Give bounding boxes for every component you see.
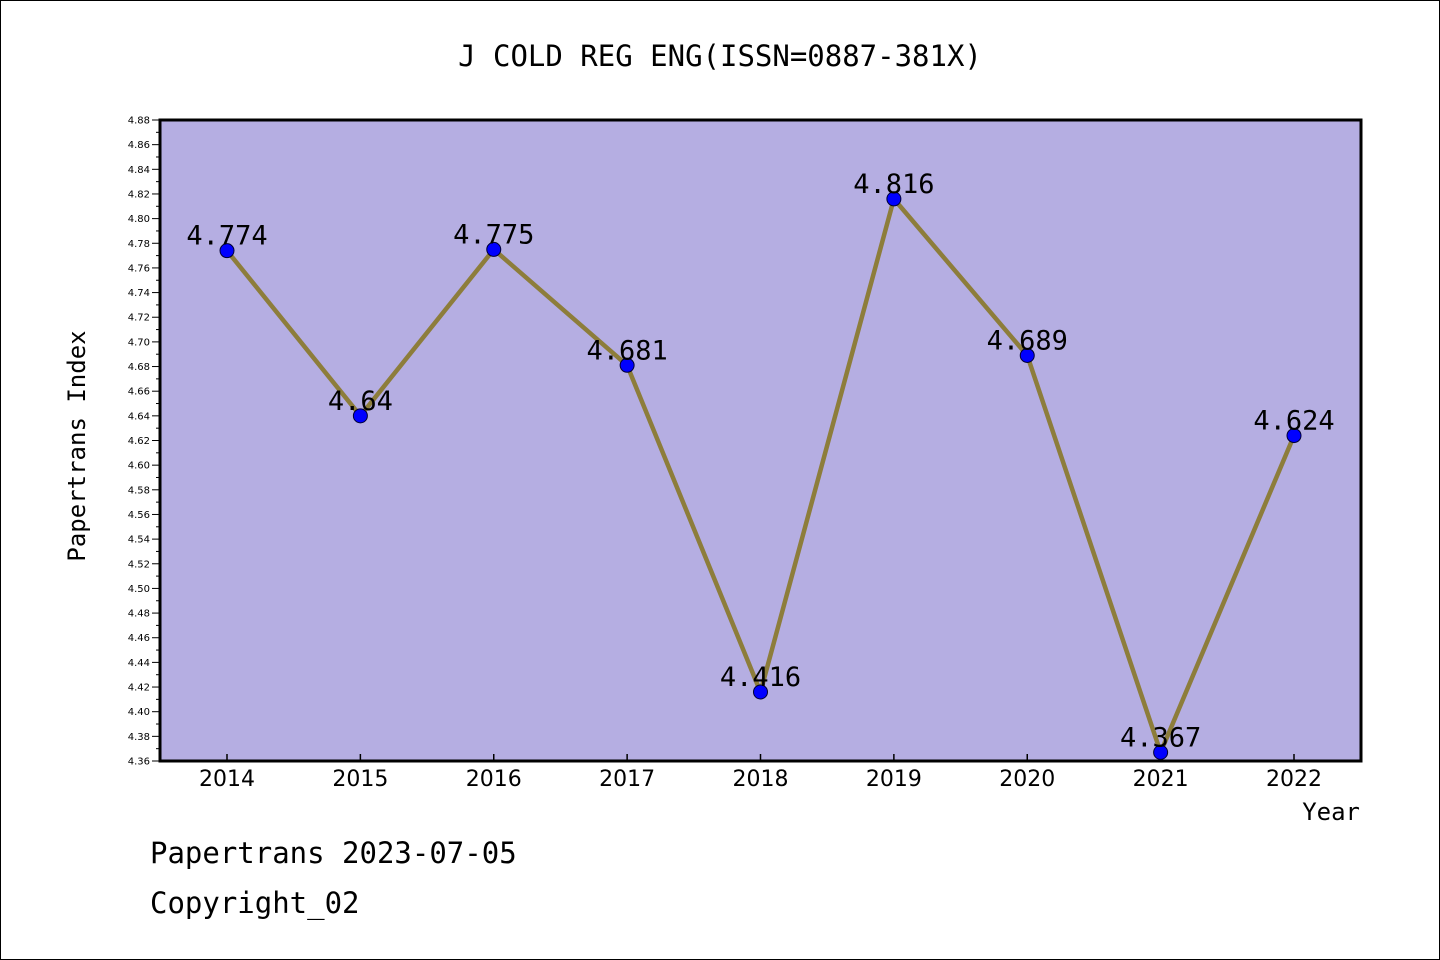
data-point-marker xyxy=(1286,428,1302,444)
y-tick-label: 4.46 xyxy=(128,633,150,644)
x-axis-label: Year xyxy=(1302,798,1360,826)
y-tick-label: 4.48 xyxy=(128,609,150,620)
y-tick-label: 4.58 xyxy=(128,485,150,496)
footer-date: Papertrans 2023-07-05 xyxy=(150,836,517,870)
data-point-marker xyxy=(352,408,368,424)
y-tick-label: 4.70 xyxy=(128,337,150,348)
data-point-marker xyxy=(753,684,768,700)
y-tick-label: 4.44 xyxy=(128,658,150,669)
y-tick-label: 4.50 xyxy=(128,584,150,595)
y-tick-label: 4.52 xyxy=(128,559,150,570)
data-point-marker xyxy=(619,357,635,373)
x-axis: 2014 2015 2016 2017 2018 2019 2020 2021 2022 xyxy=(199,754,1322,792)
x-tick-label: 2022 xyxy=(1266,767,1322,792)
y-tick-label: 4.60 xyxy=(128,461,150,472)
x-tick-label: 2015 xyxy=(332,767,388,792)
data-labels: 4.774 4.64 4.775 4.681 4.416 4.816 4.689 4.367 4… xyxy=(186,169,1334,753)
data-point-marker xyxy=(886,191,902,207)
y-tick-label: 4.68 xyxy=(128,362,150,373)
x-tick-label: 2014 xyxy=(199,767,255,792)
y-axis-label: Papertrans Index xyxy=(63,330,91,561)
y-tick-label: 4.62 xyxy=(128,436,150,447)
y-tick-label: 4.54 xyxy=(128,535,150,546)
y-tick-label: 4.88 xyxy=(128,116,150,127)
data-point-label: 4.689 xyxy=(987,325,1068,356)
y-tick-label: 4.42 xyxy=(128,683,150,694)
chart-title: J COLD REG ENG(ISSN=0887-381X) xyxy=(458,39,982,73)
y-tick-label: 4.66 xyxy=(128,387,150,398)
x-tick-label: 2018 xyxy=(733,767,789,792)
data-point-label: 4.416 xyxy=(720,662,801,693)
y-tick-label: 4.78 xyxy=(128,239,150,250)
data-point-label: 4.774 xyxy=(186,221,267,252)
x-tick-label: 2019 xyxy=(866,767,922,792)
y-tick-label: 4.64 xyxy=(128,411,150,422)
y-tick-label: 4.80 xyxy=(128,214,150,225)
data-point-label: 4.64 xyxy=(328,386,393,417)
y-tick-label: 4.56 xyxy=(128,510,150,521)
y-tick-label: 4.36 xyxy=(128,757,150,768)
x-tick-label: 2020 xyxy=(999,767,1055,792)
y-axis: 4.36 4.38 4.40 4.42 4.44 4.46 4.48 4.50 4.52 4.54… xyxy=(128,116,160,768)
data-point-marker xyxy=(486,241,502,257)
y-tick-label: 4.74 xyxy=(128,288,150,299)
data-point-label: 4.367 xyxy=(1120,722,1201,753)
plot-area xyxy=(158,118,1363,763)
y-tick-label: 4.84 xyxy=(128,165,150,176)
y-tick-label: 4.38 xyxy=(128,732,150,743)
y-tick-label: 4.72 xyxy=(128,313,150,324)
y-tick-label: 4.86 xyxy=(128,140,150,151)
y-tick-label: 4.76 xyxy=(128,263,150,274)
footer-copyright: Copyright_02 xyxy=(150,886,360,921)
y-tick-label: 4.40 xyxy=(128,707,150,718)
data-point-marker xyxy=(1019,347,1035,363)
series-line-group xyxy=(219,191,1302,760)
data-point-label: 4.816 xyxy=(853,169,934,200)
x-tick-label: 2021 xyxy=(1133,767,1189,792)
x-tick-label: 2017 xyxy=(599,767,655,792)
data-point-marker xyxy=(219,243,235,259)
data-point-marker xyxy=(1153,744,1169,760)
data-point-label: 4.775 xyxy=(453,219,534,250)
x-tick-label: 2016 xyxy=(466,767,522,792)
data-point-label: 4.624 xyxy=(1253,406,1334,437)
y-tick-label: 4.82 xyxy=(128,189,150,200)
data-point-label: 4.681 xyxy=(586,335,667,366)
